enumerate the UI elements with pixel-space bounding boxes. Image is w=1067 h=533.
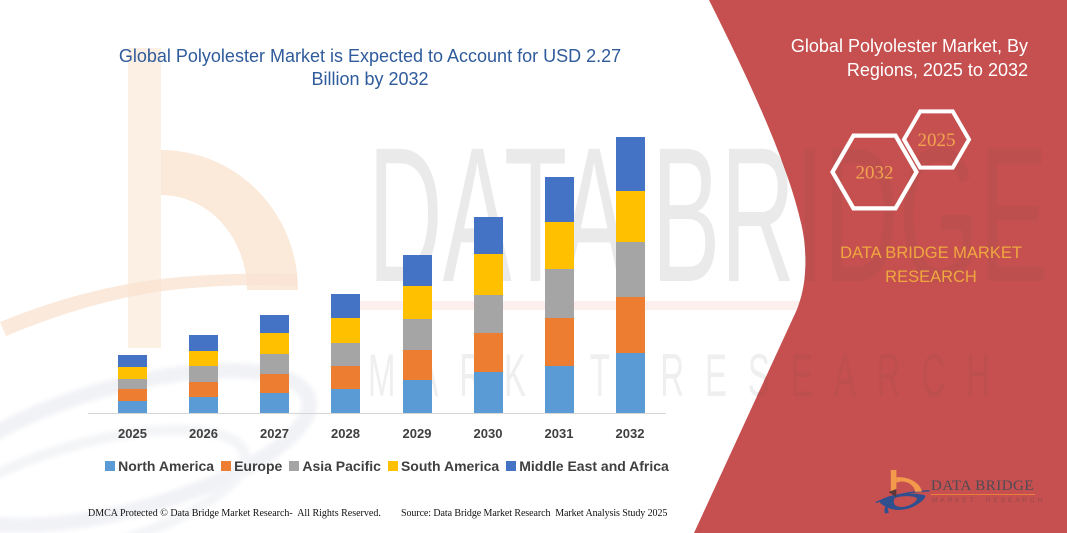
svg-text:2032: 2032 [856, 163, 894, 184]
svg-text:MARKET RESEARCH: MARKET RESEARCH [368, 343, 1011, 410]
svg-text:2025: 2025 [918, 130, 956, 151]
